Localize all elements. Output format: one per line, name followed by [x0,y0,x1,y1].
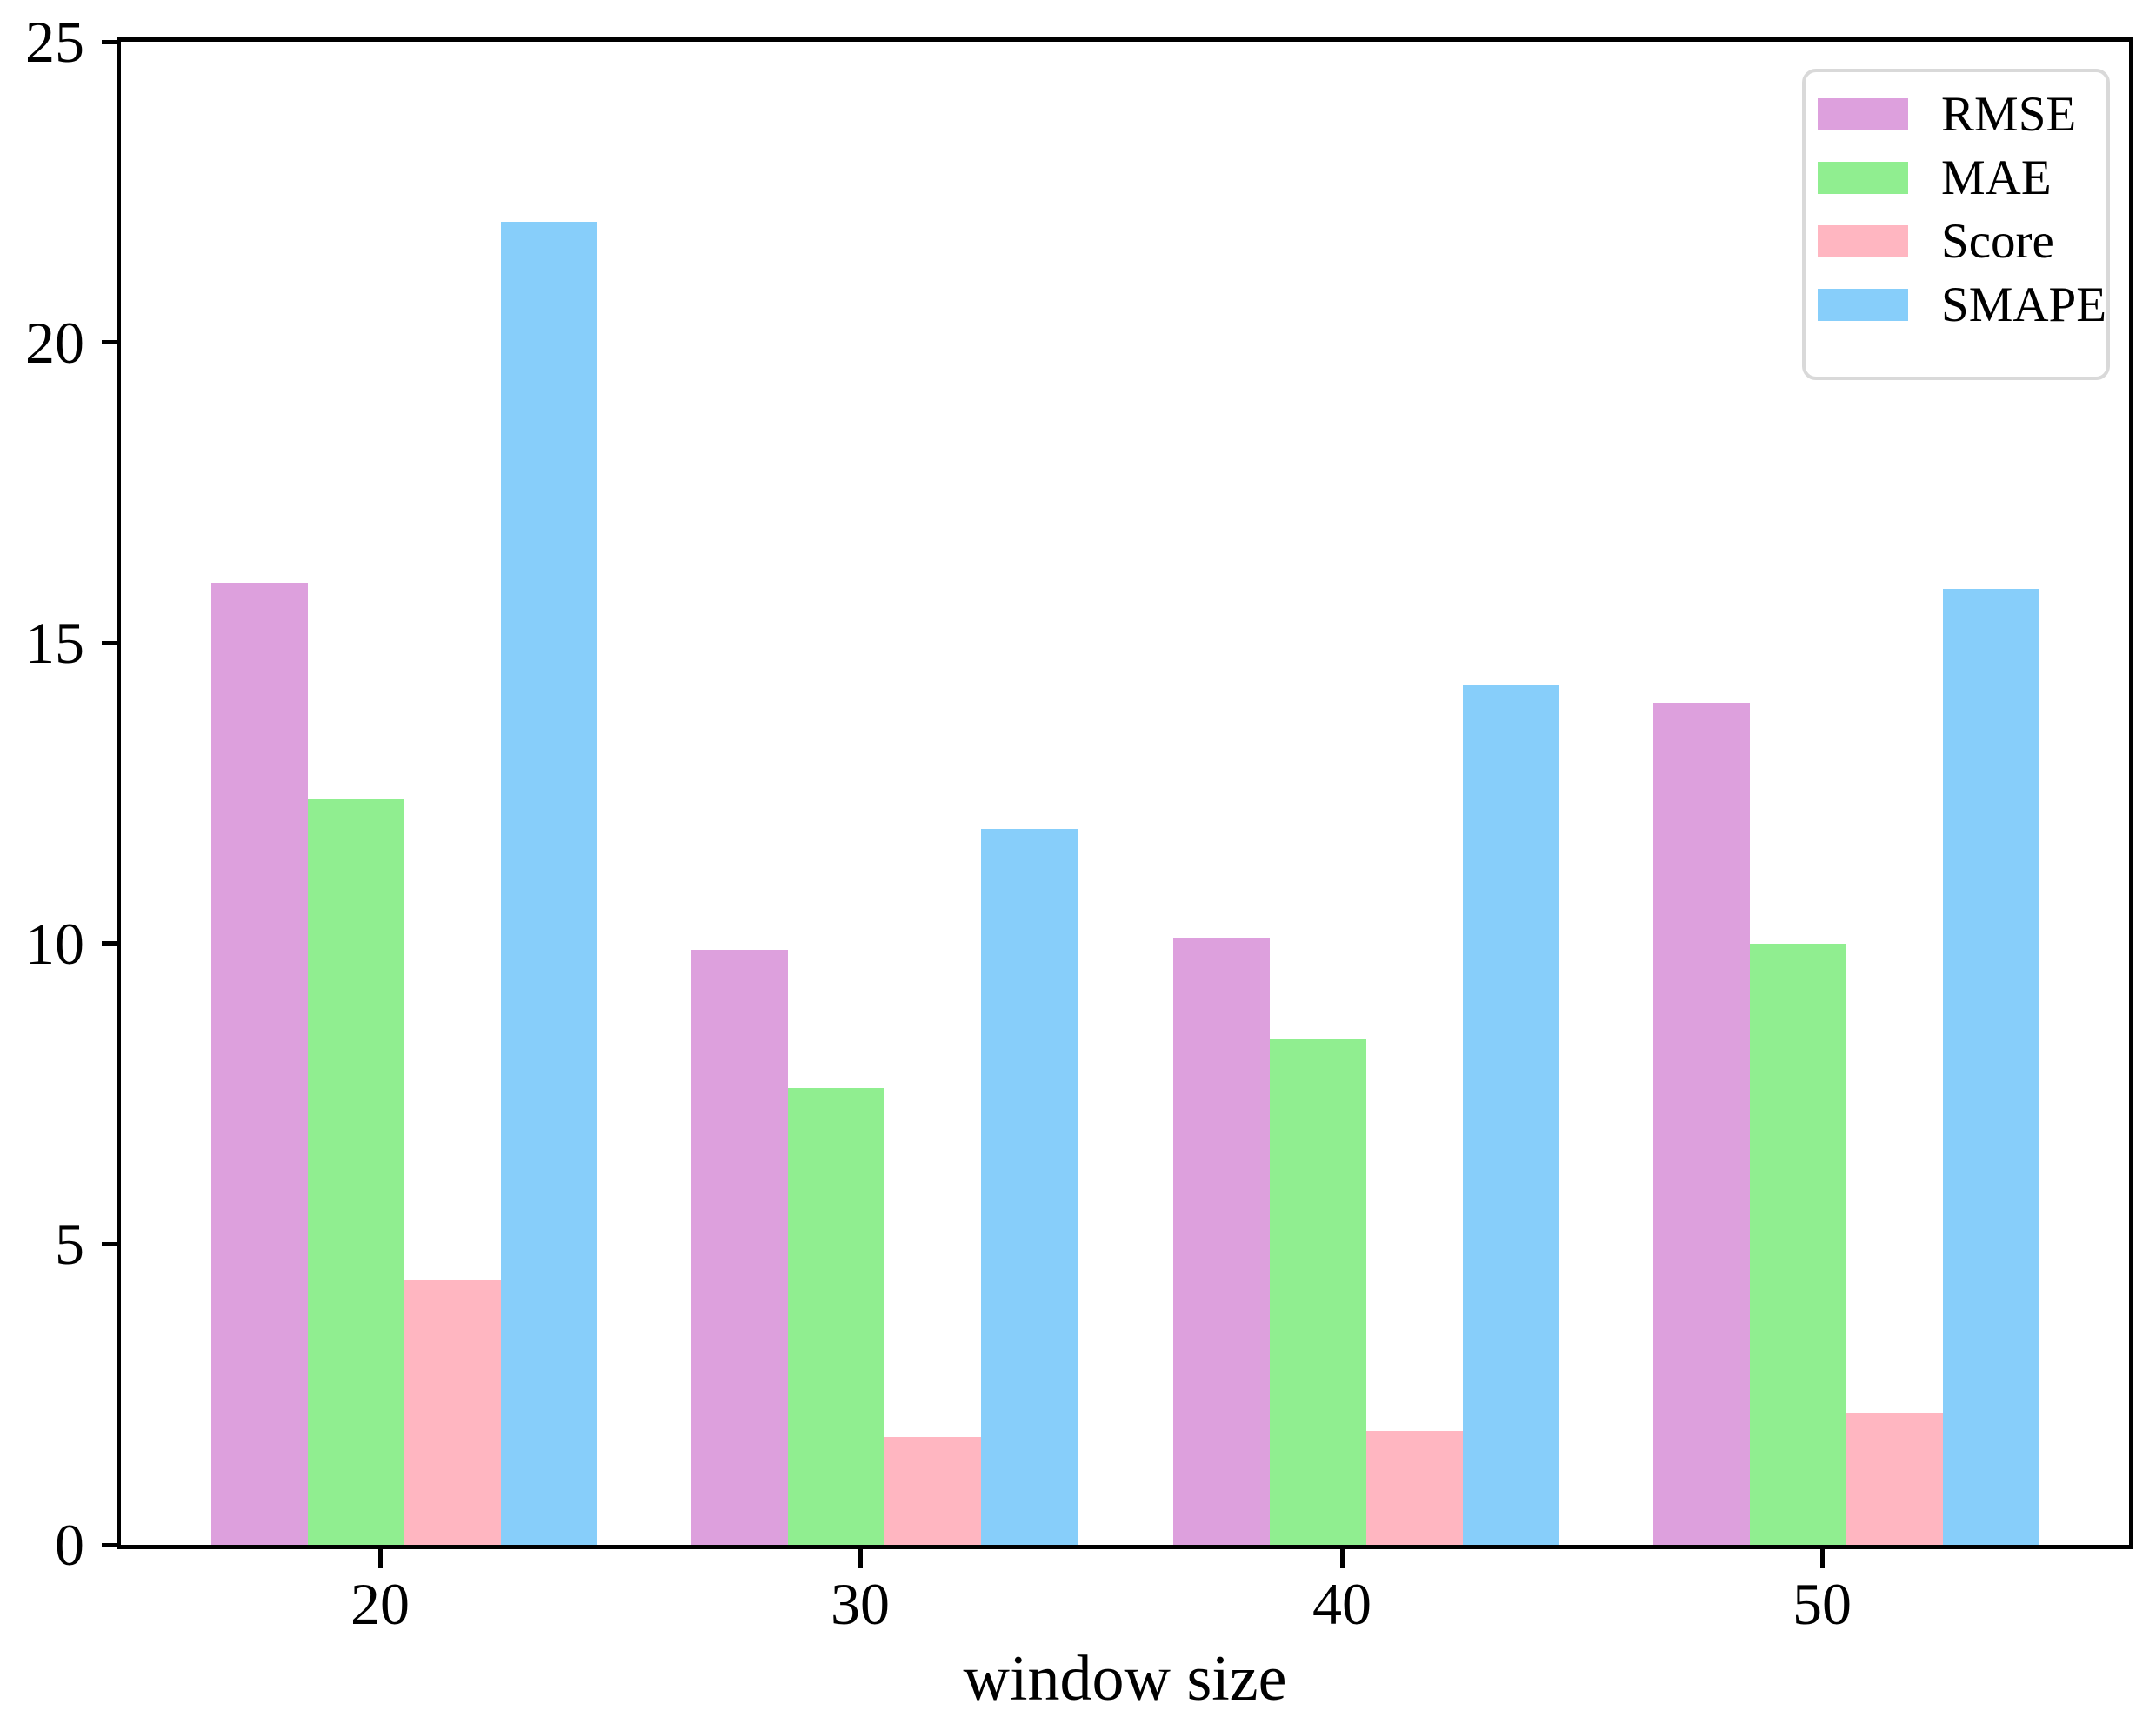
legend-swatch-score [1818,225,1908,257]
y-tick-mark-0 [102,1542,121,1547]
y-tick-label-15: 15 [25,610,84,677]
y-tick-mark-15 [102,640,121,645]
bar-rmse-30 [691,950,788,1545]
legend-swatch-smape [1818,289,1908,321]
legend-swatch-rmse [1818,98,1908,130]
bar-rmse-50 [1653,703,1750,1545]
legend-entry-mae: MAE [1818,146,2106,210]
y-tick-label-10: 10 [25,910,84,977]
legend-entry-smape: SMAPE [1818,273,2106,337]
bar-smape-50 [1943,589,2039,1545]
legend-label-mae: MAE [1941,150,2052,205]
y-tick-label-25: 25 [25,9,84,75]
x-tick-label-40: 40 [1312,1571,1372,1637]
y-tick-mark-20 [102,340,121,345]
x-axis-title: window size [963,1643,1287,1714]
legend-entry-rmse: RMSE [1818,83,2106,146]
bar-score-20 [404,1280,501,1545]
x-tick-label-30: 30 [831,1571,890,1637]
x-tick-mark-30 [858,1549,863,1568]
bar-mae-20 [308,799,404,1545]
bar-score-50 [1846,1413,1943,1545]
y-tick-label-0: 0 [55,1512,84,1578]
bar-rmse-40 [1173,938,1270,1545]
x-tick-label-50: 50 [1792,1571,1852,1637]
bar-score-40 [1366,1431,1463,1545]
y-tick-label-5: 5 [55,1211,84,1278]
bar-mae-50 [1750,944,1846,1545]
x-tick-label-20: 20 [350,1571,410,1637]
bar-mae-30 [788,1088,884,1545]
legend-label-rmse: RMSE [1941,87,2077,142]
legend-label-score: Score [1941,214,2054,269]
legend-swatch-mae [1818,162,1908,194]
plot-area [117,37,2133,1549]
y-tick-mark-25 [102,39,121,44]
bar-rmse-20 [211,583,308,1545]
x-tick-mark-20 [377,1549,383,1568]
bar-score-30 [884,1437,981,1545]
x-tick-mark-50 [1819,1549,1825,1568]
bar-mae-40 [1270,1039,1366,1545]
x-tick-mark-40 [1339,1549,1345,1568]
legend-label-smape: SMAPE [1941,277,2107,332]
legend: RMSE MAE Score SMAPE [1802,69,2110,380]
y-tick-mark-10 [102,941,121,946]
y-tick-mark-5 [102,1241,121,1246]
legend-entries: RMSE MAE Score SMAPE [1818,83,2106,337]
bar-smape-20 [501,222,597,1545]
y-tick-label-20: 20 [25,309,84,376]
legend-entry-score: Score [1818,210,2106,273]
bar-smape-30 [981,829,1078,1545]
bar-smape-40 [1463,685,1559,1545]
